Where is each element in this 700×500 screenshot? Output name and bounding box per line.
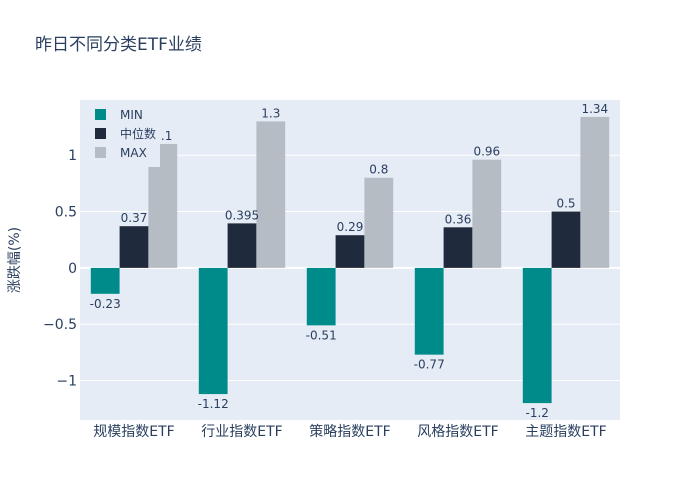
bar bbox=[90, 267, 120, 294]
legend-label: 中位数 bbox=[120, 126, 156, 141]
bar-value-label: 0.96 bbox=[473, 145, 500, 159]
bar-value-label: 1.34 bbox=[581, 102, 608, 116]
y-tick-label: −1 bbox=[56, 374, 77, 390]
bar-value-label: 0.36 bbox=[445, 212, 472, 226]
x-tick-label: 行业指数ETF bbox=[201, 424, 282, 440]
legend-swatch bbox=[95, 109, 106, 120]
bar bbox=[522, 267, 552, 404]
bar bbox=[256, 121, 286, 268]
bar-value-label: -1.2 bbox=[525, 406, 548, 420]
bar-value-label: 1.3 bbox=[261, 106, 280, 120]
legend: MIN 中位数 MAX bbox=[80, 100, 160, 167]
bars-group bbox=[90, 116, 610, 404]
bar-value-label: 0.8 bbox=[369, 163, 388, 177]
y-tick-label: 0.5 bbox=[55, 205, 77, 221]
chart-title: 昨日不同分类ETF业绩 bbox=[35, 35, 202, 55]
bar bbox=[364, 177, 394, 268]
legend-background bbox=[80, 100, 160, 167]
y-tick-label: 1 bbox=[68, 148, 77, 164]
y-axis-title: 涨跌幅(%) bbox=[7, 227, 23, 293]
legend-swatch bbox=[95, 147, 106, 158]
bar-value-label: -1.12 bbox=[198, 397, 229, 411]
x-tick-label: 规模指数ETF bbox=[93, 424, 174, 440]
x-axis-ticks: 规模指数ETF 行业指数ETF 策略指数ETF 风格指数ETF 主题指数ETF bbox=[93, 423, 606, 440]
bar bbox=[335, 235, 365, 268]
legend-label: MAX bbox=[120, 146, 147, 160]
bar-value-label: 0.37 bbox=[121, 211, 148, 225]
x-tick-label: 策略指数ETF bbox=[309, 423, 390, 440]
bar-value-label: -0.23 bbox=[90, 297, 121, 311]
bar-value-label: -0.51 bbox=[306, 328, 337, 342]
y-axis-ticks: 1 0.5 0 −0.5 −1 bbox=[43, 148, 77, 389]
bar bbox=[119, 226, 149, 268]
bar-value-label: -0.77 bbox=[414, 358, 445, 372]
x-tick-label: 风格指数ETF bbox=[417, 424, 498, 440]
bar bbox=[306, 267, 336, 326]
bar-value-label: 0.395 bbox=[225, 208, 259, 222]
bar bbox=[227, 223, 257, 268]
x-tick-label: 主题指数ETF bbox=[525, 424, 606, 440]
legend-label: MIN bbox=[120, 108, 143, 122]
bar bbox=[551, 211, 581, 268]
bar bbox=[198, 267, 228, 395]
bar bbox=[472, 159, 502, 268]
y-tick-label: 0 bbox=[68, 261, 77, 277]
bar-value-label: 0.29 bbox=[337, 220, 364, 234]
bar-value-label: 0.5 bbox=[556, 197, 575, 211]
bar-labels-group: -0.230.371.1-1.120.3951.3-0.510.290.8-0.… bbox=[90, 102, 608, 420]
y-tick-label: −0.5 bbox=[43, 317, 77, 333]
legend-swatch bbox=[95, 128, 106, 139]
bar bbox=[414, 267, 444, 355]
bar bbox=[580, 116, 610, 268]
bar bbox=[443, 227, 473, 268]
